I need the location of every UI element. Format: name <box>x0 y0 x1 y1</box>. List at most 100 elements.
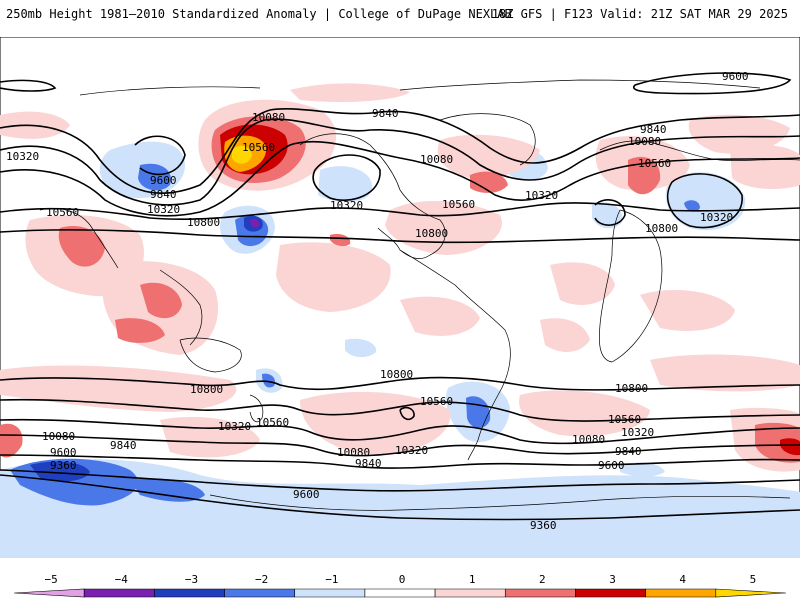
contour-label: 9840 <box>615 445 642 458</box>
contour-label: 10800 <box>187 216 220 229</box>
contour-label: 9840 <box>110 439 137 452</box>
anomaly-fill <box>640 290 735 331</box>
colorbar-tick-label: −3 <box>185 573 198 586</box>
contour-labels: 9600 9840 10080 10320 10560 10800 10320 … <box>6 70 749 532</box>
anomaly-fill <box>30 461 90 482</box>
anomaly-fill <box>130 478 205 502</box>
contour-label: 9360 <box>50 459 77 472</box>
contour-label: 9840 <box>355 457 382 470</box>
anomaly-fill <box>290 83 410 103</box>
anomaly-map: 9600 9840 10080 10320 10560 10800 10320 … <box>0 37 800 558</box>
anomaly-fill <box>780 438 800 456</box>
anomaly-fill <box>232 145 252 164</box>
contour-line <box>0 140 800 217</box>
colorbar: −5 −4 −3 −2 −1 0 1 2 3 4 5 <box>0 570 800 600</box>
contour-label: 10320 <box>700 211 733 224</box>
colorbar-tick-label: 4 <box>679 573 686 586</box>
anomaly-fill <box>437 134 540 179</box>
model-run-info: 18Z GFS | F123 Valid: 21Z SAT MAR 29 202… <box>491 7 788 21</box>
anomaly-fill <box>345 338 377 358</box>
coastline <box>439 113 536 166</box>
contour-line <box>666 173 743 229</box>
contour-line <box>312 154 381 201</box>
map-svg: 9600 9840 10080 10320 10560 10800 10320 … <box>0 37 800 558</box>
anomaly-fill <box>620 462 665 477</box>
coastline <box>598 209 663 363</box>
anomaly-fill <box>550 262 615 305</box>
anomaly-fill <box>330 234 351 247</box>
contour-label: 9840 <box>150 188 177 201</box>
coastline <box>399 249 511 461</box>
anomaly-fill <box>688 114 790 154</box>
contour-line <box>594 199 626 226</box>
anomaly-fill <box>650 354 800 392</box>
colorbar-tick-label: −4 <box>115 573 129 586</box>
contour-label: 10800 <box>190 383 223 396</box>
colorbar-svg: −5 −4 −3 −2 −1 0 1 2 3 4 5 <box>13 573 787 598</box>
colorbar-tick-labels: −5 −4 −3 −2 −1 0 1 2 3 4 5 <box>44 573 756 586</box>
contour-label: 10560 <box>442 198 475 211</box>
contour-line <box>134 135 186 176</box>
colorbar-tick-label: 1 <box>469 573 476 586</box>
contour-line <box>633 72 792 95</box>
contour-label: 10320 <box>525 189 558 202</box>
contour-label: 9600 <box>50 446 77 459</box>
contour-line <box>0 79 57 92</box>
contour-line <box>0 454 800 469</box>
colorbar-segment <box>154 588 225 598</box>
anomaly-fill <box>115 318 165 343</box>
coastline <box>79 86 261 96</box>
contour-label: 10320 <box>330 199 363 212</box>
contour-line <box>0 434 800 457</box>
contour-label: 9600 <box>293 488 320 501</box>
coastline <box>179 337 242 373</box>
anomaly-fill <box>470 171 508 193</box>
contour-line <box>0 469 800 492</box>
contour-label: 10800 <box>645 222 678 235</box>
colorbar-segment <box>294 588 366 598</box>
title-bar: 250mb Height 1981–2010 Standardized Anom… <box>0 0 800 28</box>
anomaly-fill <box>140 282 182 319</box>
colorbar-tick-label: −1 <box>325 573 338 586</box>
contour-label: 10320 <box>395 444 428 457</box>
anomaly-fill <box>0 423 23 458</box>
contour-label: 9600 <box>150 174 177 187</box>
contour-label: 10080 <box>337 446 370 459</box>
colorbar-tick-label: 0 <box>399 573 406 586</box>
contour-label: 9840 <box>372 107 399 120</box>
colorbar-segment <box>364 588 436 598</box>
coastlines <box>39 79 800 511</box>
contour-label: 10080 <box>628 135 661 148</box>
contour-line <box>0 474 800 521</box>
contour-label: 10080 <box>572 433 605 446</box>
contour-label: 10560 <box>638 157 671 170</box>
colorbar-tick-label: −2 <box>255 573 268 586</box>
contour-label: 9360 <box>530 519 557 532</box>
anomaly-fill <box>730 144 800 190</box>
anomaly-fill <box>58 226 105 267</box>
colorbar-segment <box>645 588 717 598</box>
contour-label: 9600 <box>598 459 625 472</box>
anomaly-fill <box>138 163 171 191</box>
colorbar-tick-label: 5 <box>750 573 757 586</box>
contour-line <box>0 118 800 206</box>
anomaly-fill <box>628 156 661 195</box>
colorbar-tick-label: −5 <box>44 573 57 586</box>
contour-label: 10560 <box>256 416 289 429</box>
anomaly-fill <box>262 373 276 388</box>
colorbar-segment <box>224 588 296 598</box>
contour-label: 10560 <box>608 413 641 426</box>
contour-label: 10800 <box>415 227 448 240</box>
anomaly-fill <box>250 218 260 228</box>
colorbar-segment <box>504 588 576 598</box>
contour-label: 9600 <box>722 70 749 83</box>
anomaly-fill <box>665 172 746 231</box>
contour-label: 10560 <box>420 395 453 408</box>
colorbar-segment <box>715 588 787 598</box>
coastline <box>209 494 791 511</box>
contour-line <box>0 376 800 391</box>
colorbar-tick-label: 2 <box>539 573 546 586</box>
anomaly-fill <box>400 296 480 336</box>
contour-label: 10560 <box>242 141 275 154</box>
contour-label: 10320 <box>6 150 39 163</box>
